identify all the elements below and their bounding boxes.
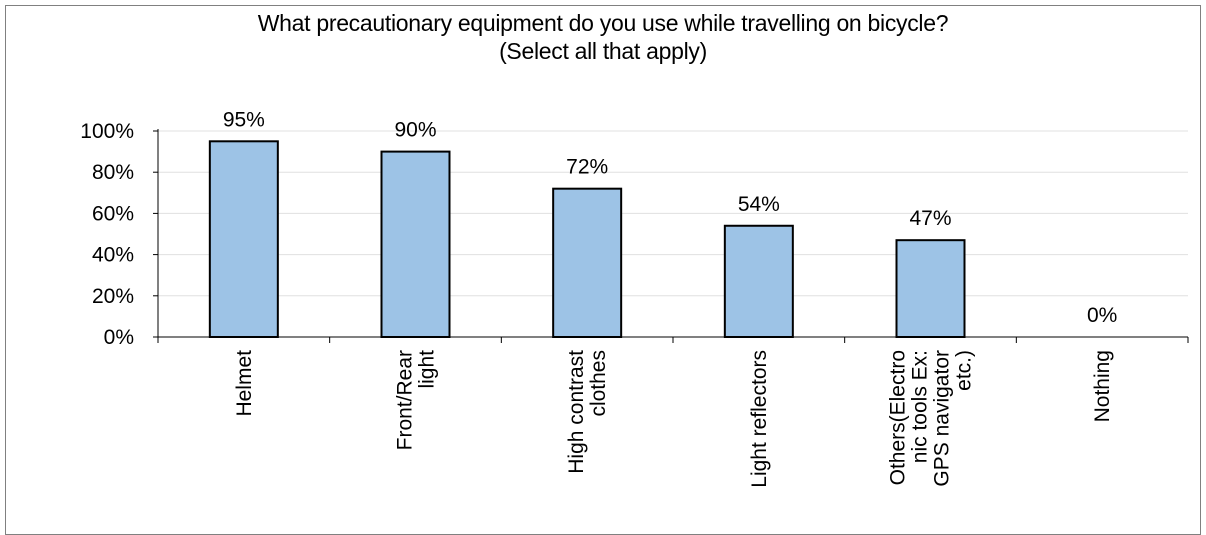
data-label: 0% (1087, 304, 1117, 327)
data-label: 72% (566, 156, 608, 179)
bar (552, 187, 623, 338)
x-tick-label: Nothing (1091, 350, 1114, 422)
x-tick-label: Others(Electro (887, 350, 910, 485)
y-tick-label: 0% (104, 326, 134, 349)
data-label: 90% (394, 119, 436, 142)
chart-title-line-1: What precautionary equipment do you use … (257, 10, 949, 36)
data-label: 54% (738, 193, 780, 216)
x-tick-label: Helmet (233, 350, 256, 417)
x-tick-label: clothes (587, 350, 610, 417)
x-tick-label: Front/Rear (394, 350, 417, 450)
chart-title-line-2: (Select all that apply) (499, 38, 707, 64)
x-tick-label: etc.) (953, 350, 976, 391)
x-tick-label: nic tools Ex: (909, 350, 932, 463)
x-tick-label: Light reflectors (748, 350, 771, 488)
y-tick-label: 100% (80, 120, 134, 143)
x-tick-label: GPS navigator (931, 350, 954, 487)
x-tick-label: light (416, 350, 439, 389)
y-tick-label: 60% (92, 202, 134, 225)
bar (895, 239, 966, 338)
data-label: 95% (223, 108, 265, 131)
bar (208, 140, 279, 338)
y-tick-label: 20% (92, 285, 134, 308)
chart-title: What precautionary equipment do you use … (0, 9, 1206, 65)
x-tick-label: High contrast (565, 350, 588, 474)
data-label: 47% (909, 207, 951, 230)
bar (380, 150, 451, 338)
y-tick-label: 40% (92, 244, 134, 267)
y-tick-label: 80% (92, 161, 134, 184)
bar (723, 224, 794, 338)
